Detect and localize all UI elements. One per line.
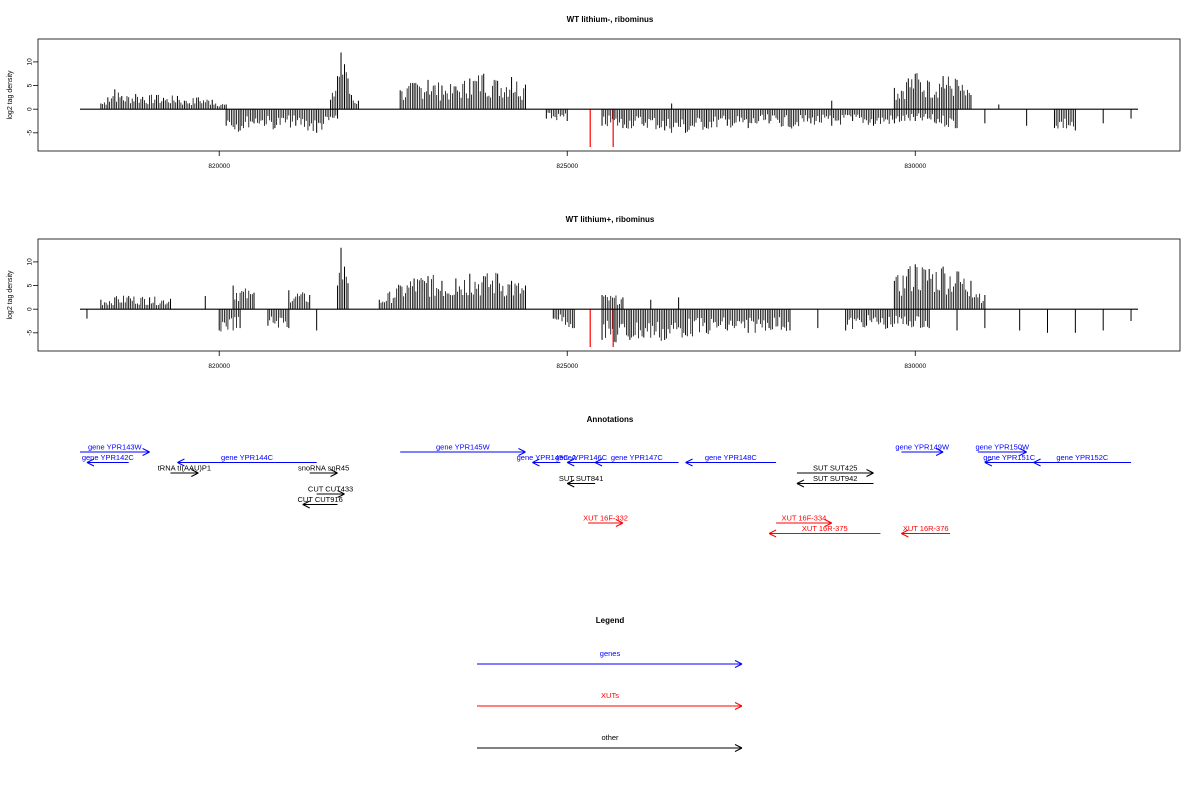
- feature-label: CUT CUT916: [297, 495, 342, 504]
- x-tick-label: 825000: [556, 363, 578, 370]
- feature-arrow: [567, 479, 596, 488]
- x-tick-label: 825000: [556, 163, 578, 170]
- legend-arrow: [477, 744, 743, 752]
- feature-label: gene YPR152C: [1056, 453, 1109, 462]
- feature-arrow: [86, 458, 129, 467]
- feature-arrow: [1033, 458, 1132, 467]
- legend-arrow: [477, 702, 743, 710]
- panel-title: WT lithium+, ribominus: [566, 215, 655, 224]
- feature-label: XUT 16R-375: [802, 524, 848, 533]
- feature-arrow: [316, 490, 345, 498]
- y-tick-label: 5: [27, 283, 34, 287]
- feature-label: gene YPR147C: [611, 453, 664, 462]
- y-tick-label: 10: [27, 258, 34, 266]
- axes-layer: 10 5 0 -5 820000 825000 830000: [26, 58, 1138, 170]
- track-panel-lithium-plus: WT lithium+, ribominus log2 tag density …: [7, 215, 1181, 370]
- axes-layer: 10 5 0 -5 820000 825000 830000: [27, 258, 1138, 370]
- legend-label: XUTs: [601, 691, 619, 700]
- y-tick-label: 0: [27, 307, 34, 311]
- feature-arrow: [768, 529, 881, 538]
- legend-title: Legend: [596, 616, 625, 625]
- feature-arrow: [588, 519, 624, 527]
- feature-label: SUT SUT841: [559, 474, 603, 483]
- x-tick-label: 820000: [208, 363, 230, 370]
- annotations-title: Annotations: [587, 415, 634, 424]
- y-tick-label: 10: [26, 58, 33, 66]
- y-tick-label: -5: [27, 330, 34, 336]
- legend-label: other: [601, 733, 619, 742]
- feature-label: gene YPR149W: [895, 443, 950, 452]
- y-axis-label: log2 tag density: [7, 70, 14, 120]
- y-axis-label: log2 tag density: [7, 270, 14, 320]
- feature-label: gene YPR143W: [88, 443, 143, 452]
- feature-label: XUT 16R-376: [903, 524, 949, 533]
- bars-layer: [86, 247, 1132, 347]
- bars-layer: [100, 52, 1132, 147]
- feature-arrow: [901, 448, 944, 456]
- feature-label: CUT CUT433: [308, 485, 353, 494]
- feature-arrow: [309, 469, 338, 477]
- feature-label: gene YPR145C-A: [517, 453, 576, 462]
- legend-items: genes XUTs other: [477, 649, 743, 752]
- feature-label: gene YPR151C: [983, 453, 1036, 462]
- feature-label: XUT 16F-332: [583, 514, 628, 523]
- feature-label: tRNA tI(AAU)P1: [158, 464, 211, 473]
- feature-arrow: [177, 458, 317, 467]
- feature-arrow: [796, 469, 874, 477]
- feature-label: gene YPR150W: [975, 443, 1030, 452]
- feature-arrow: [984, 458, 1034, 467]
- feature-arrow: [977, 448, 1027, 456]
- feature-label: SUT SUT425: [813, 464, 857, 473]
- feature-arrow: [685, 458, 777, 467]
- feature-label: gene YPR148C: [705, 453, 758, 462]
- feature-arrow: [594, 458, 679, 467]
- feature-label: gene YPR145W: [436, 443, 491, 452]
- feature-arrow: [901, 529, 951, 538]
- legend-panel: Legend genes XUTs other: [477, 616, 743, 752]
- legend-arrow: [477, 660, 743, 668]
- legend-label: genes: [600, 649, 621, 658]
- feature-label: snoRNA snR45: [298, 464, 349, 473]
- feature-arrow: [80, 448, 150, 456]
- y-tick-label: 5: [27, 83, 34, 87]
- x-tick-label: 830000: [904, 163, 926, 170]
- feature-arrow: [796, 479, 874, 488]
- track-panel-lithium-minus: WT lithium-, ribominus log2 tag density …: [7, 15, 1181, 170]
- feature-label: gene YPR142C: [82, 453, 135, 462]
- panel-title: WT lithium-, ribominus: [567, 15, 654, 24]
- plot-frame: [37, 38, 1181, 152]
- feature-label: SUT SUT942: [813, 474, 857, 483]
- feature-arrow: [400, 448, 526, 456]
- y-tick-label: -5: [27, 130, 34, 136]
- feature-label: XUT 16F-334: [781, 514, 826, 523]
- plot-frame: [37, 238, 1181, 352]
- y-tick-label: 0: [27, 107, 34, 111]
- feature-arrow: [532, 458, 561, 467]
- feature-arrow: [776, 519, 832, 527]
- x-tick-label: 820000: [208, 163, 230, 170]
- feature-arrow: [170, 469, 199, 477]
- feature-arrow: [567, 458, 596, 467]
- feature-arrow: [302, 500, 338, 509]
- feature-label: gene YPR146C: [555, 453, 608, 462]
- x-tick-label: 830000: [904, 363, 926, 370]
- feature-label: gene YPR144C: [221, 453, 274, 462]
